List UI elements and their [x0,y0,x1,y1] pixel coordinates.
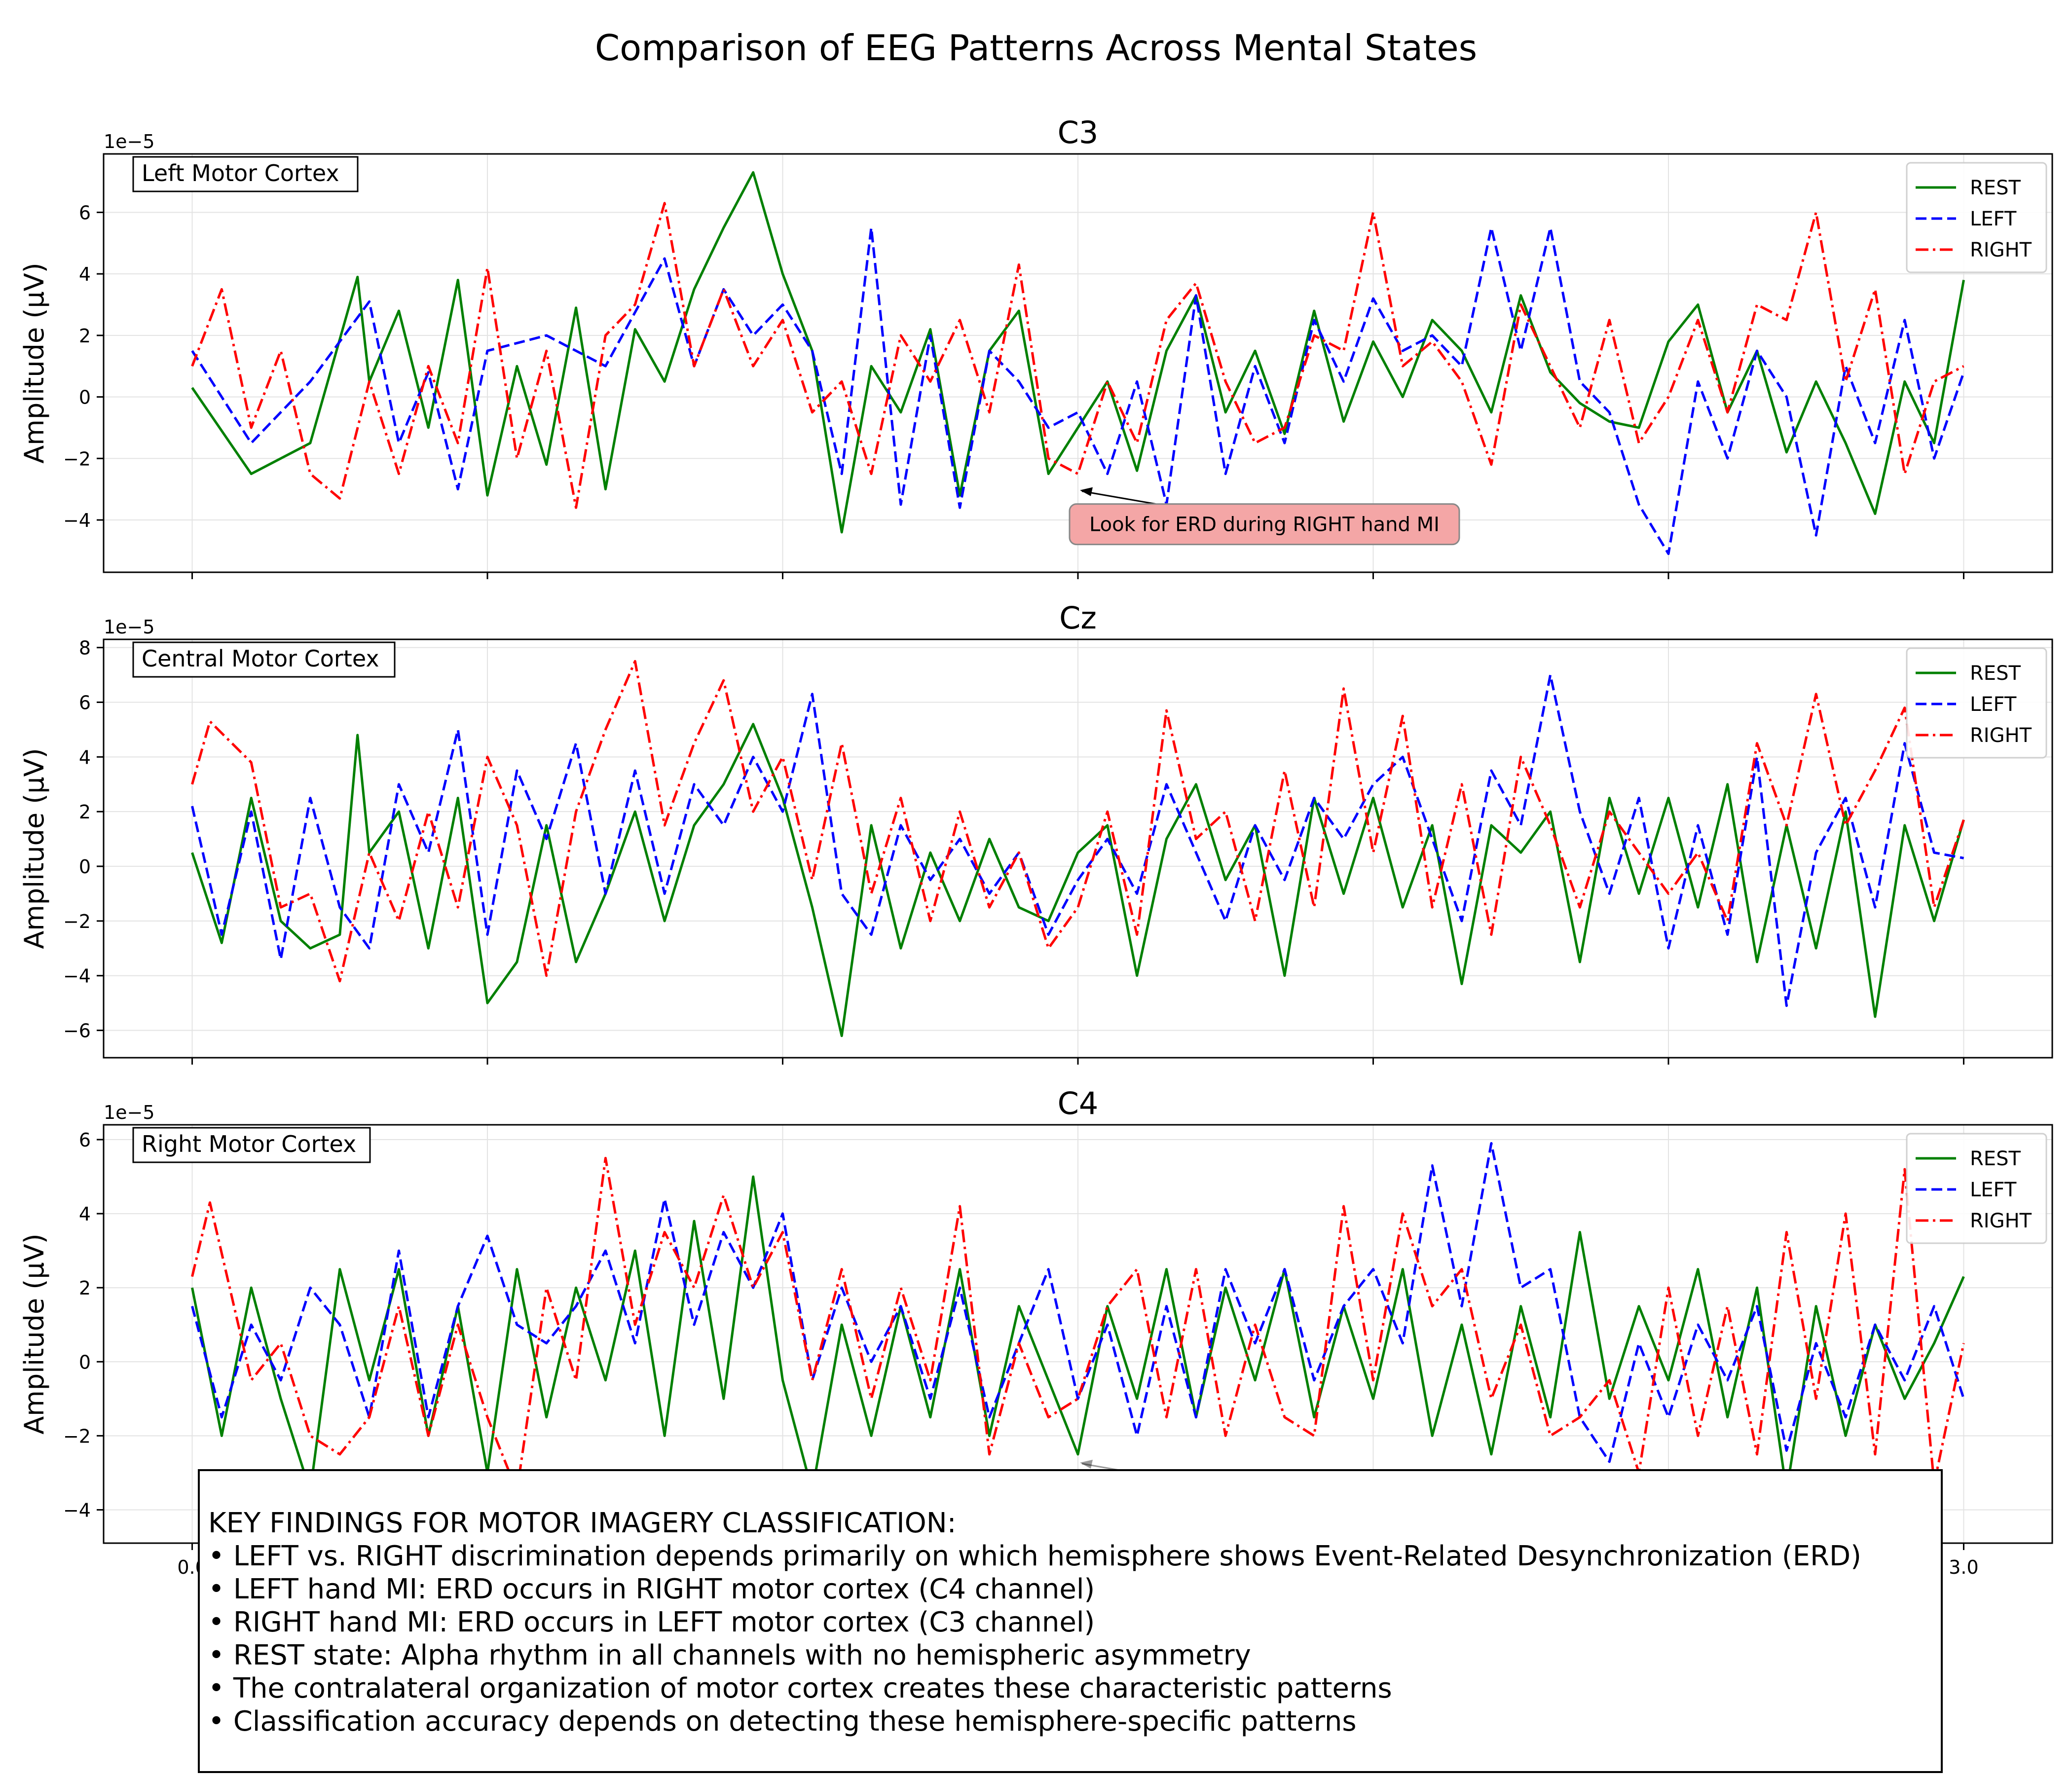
y-axis-label: Amplitude (µV) [19,1233,50,1434]
series-line-right [191,660,1965,983]
y-tick-label: −4 [63,965,91,987]
panel-title: C3 [1058,114,1099,150]
y-tick-label: 6 [79,692,91,713]
legend-label: RIGHT [1970,724,2032,747]
series-line-right [191,202,1964,509]
finding-item: • Classification accuracy depends on det… [208,1705,1357,1738]
legend-label: LEFT [1970,693,2017,716]
region-label-box: Right Motor Cortex [132,1127,371,1163]
axis-scale-label: 1e−5 [104,131,155,152]
y-tick-label: 6 [79,1129,91,1151]
finding-item: • The contralateral organization of moto… [208,1672,1392,1704]
y-tick-label: −4 [63,1499,91,1521]
findings-heading: KEY FINDINGS FOR MOTOR IMAGERY CLASSIFIC… [208,1507,957,1539]
y-tick-label: 6 [79,202,91,223]
y-tick-label: 4 [79,263,91,285]
figure-title: Comparison of EEG Patterns Across Mental… [595,27,1477,69]
series-line-rest [191,171,1965,534]
y-tick-label: 8 [79,637,91,659]
legend-label: REST [1970,662,2021,685]
y-tick-label: −2 [63,1425,91,1447]
legend-label: LEFT [1970,1179,2017,1201]
panel-title: Cz [1059,600,1097,636]
legend-label: LEFT [1970,208,2017,230]
legend-label: REST [1970,177,2021,199]
region-label-box: Central Motor Cortex [132,641,396,678]
x-tick-label: 3.0 [1949,1556,1978,1578]
finding-item: • LEFT hand MI: ERD occurs in RIGHT moto… [208,1573,1095,1605]
series-line-right [191,1157,1965,1493]
y-tick-label: 2 [79,801,91,823]
chart-panel-cz: −6 −4 −2 0 2 4 6 8 1e−5 Cz Amplitude (µV) Central M… [19,600,2053,1065]
axis-scale-label: 1e−5 [104,616,155,638]
finding-item: • REST state: Alpha rhythm in all channe… [208,1639,1251,1671]
series-line-rest [191,723,1965,1037]
legend-label: REST [1970,1147,2021,1170]
legend: REST LEFT RIGHT [1906,647,2047,759]
y-tick-label: 4 [79,1203,91,1225]
axis-scale-label: 1e−5 [104,1102,155,1123]
y-tick-label: −6 [63,1020,91,1042]
region-label: Central Motor Cortex [142,645,379,672]
y-tick-label: 2 [79,1277,91,1299]
y-tick-label: −2 [63,448,91,470]
legend: REST LEFT RIGHT [1906,1133,2047,1244]
findings-box: KEY FINDINGS FOR MOTOR IMAGERY CLASSIFIC… [198,1469,1943,1773]
legend-label: RIGHT [1970,1210,2032,1232]
y-axis-label: Amplitude (µV) [19,262,50,463]
series-line-left [191,673,1964,1007]
finding-item: • RIGHT hand MI: ERD occurs in LEFT moto… [208,1606,1095,1638]
y-tick-label: 0 [79,387,91,408]
legend-label: RIGHT [1970,239,2032,261]
region-label: Left Motor Cortex [142,160,339,186]
annotation-text: Look for ERD during RIGHT hand MI [1089,514,1440,536]
y-axis-label: Amplitude (µV) [19,748,50,949]
panel-title: C4 [1058,1085,1099,1121]
chart-panel-c3: −4 −2 0 2 4 6 1e−5 C3 Amplitude (µV) Left Motor C… [19,114,2053,579]
region-label: Right Motor Cortex [142,1131,356,1157]
finding-item: • LEFT vs. RIGHT discrimination depends … [208,1540,1861,1572]
y-tick-label: 0 [79,1351,91,1373]
y-tick-label: 2 [79,325,91,347]
y-tick-label: −2 [63,911,91,932]
series-line-left [191,1142,1965,1463]
legend: REST LEFT RIGHT [1906,162,2047,273]
y-tick-label: −4 [63,510,91,531]
region-label-box: Left Motor Cortex [132,156,359,192]
y-tick-label: 4 [79,746,91,768]
annotation: Look for ERD during RIGHT hand MI [1069,487,1460,546]
y-tick-label: 0 [79,856,91,878]
